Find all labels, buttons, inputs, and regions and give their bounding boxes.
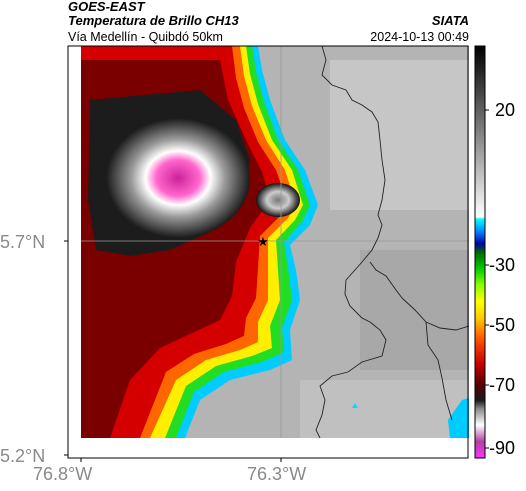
location-label: Vía Medellín - Quibdó 50km: [68, 30, 223, 44]
cold-top-secondary: [256, 183, 300, 217]
colorbar-label-20: 20: [495, 100, 516, 120]
lon-tick-76-3: 76.3°W: [247, 464, 307, 484]
cold-top-main: [106, 118, 250, 238]
location-marker-star-icon: ★: [257, 235, 269, 250]
lat-tick-5-7: 5.7°N: [0, 232, 46, 252]
colorbar-label-minus50: -50: [489, 315, 516, 335]
lon-tick-76-8: 76.8°W: [33, 464, 93, 484]
colorbar-label-minus30: -30: [489, 255, 516, 275]
product-title: Temperatura de Brillo CH13: [68, 13, 239, 28]
colorbar-label-minus70: -70: [489, 375, 516, 395]
datetime-label: 2024-10-13 00:49: [370, 30, 469, 44]
lat-tick-5-2: 5.2°N: [0, 446, 46, 466]
colorbar-label-minus90: -90: [489, 438, 516, 458]
satellite-title: GOES-EAST: [68, 0, 145, 14]
colorbar-ticks: [485, 109, 489, 449]
agency-label: SIATA: [431, 13, 469, 28]
admin-boundaries: [315, 46, 469, 438]
colorbar: [474, 45, 486, 459]
